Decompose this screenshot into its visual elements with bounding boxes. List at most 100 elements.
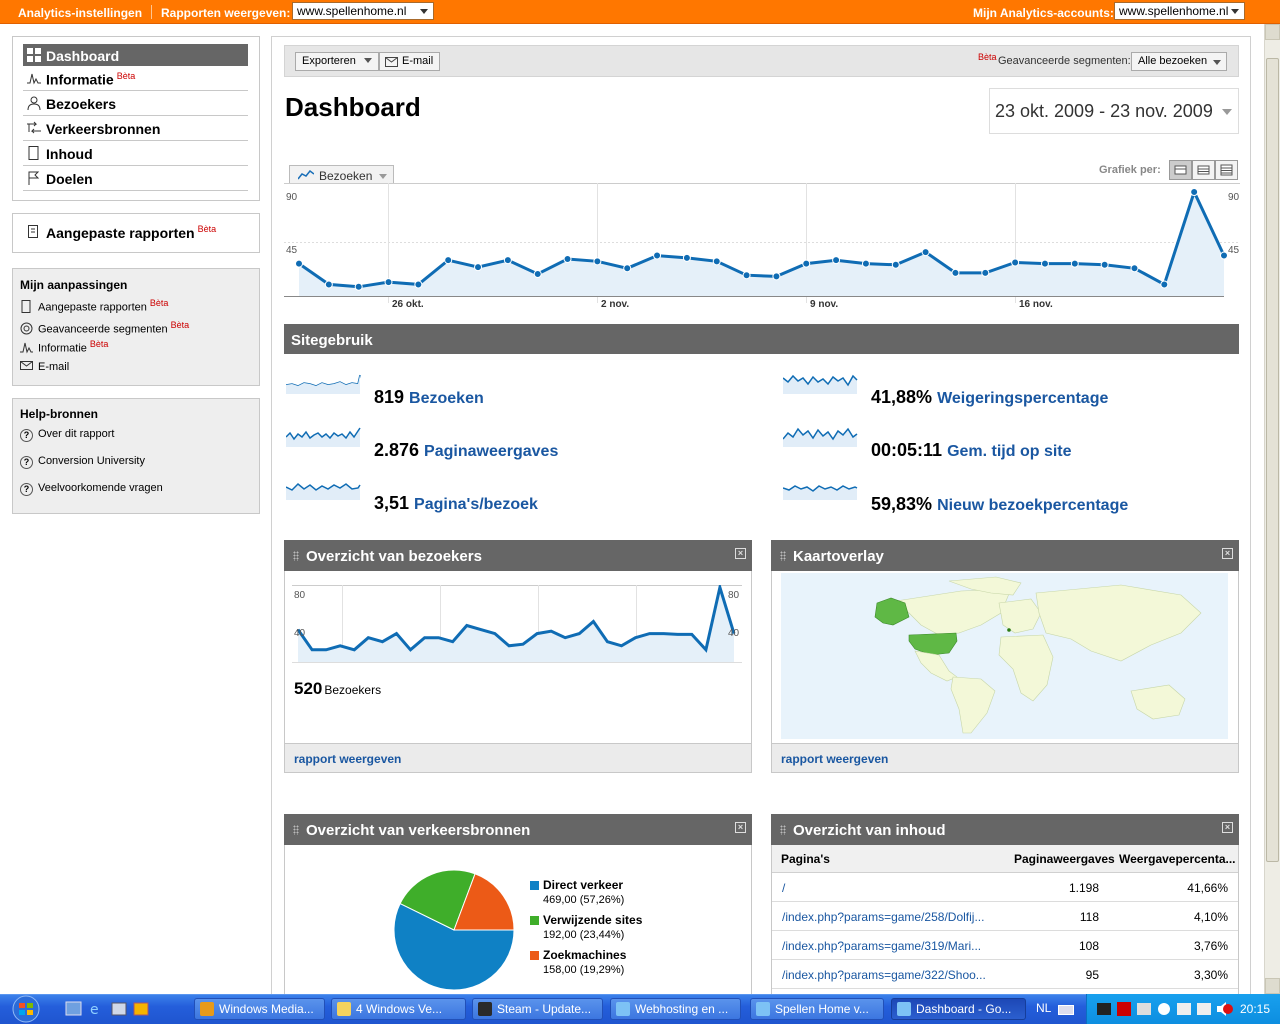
- sparkline-pages-per-visit: [286, 482, 361, 500]
- metric-avg-time[interactable]: 00:05:11 Gem. tijd op site: [871, 440, 1072, 460]
- explorer-icon[interactable]: [111, 1002, 127, 1016]
- visitors-overview-header[interactable]: Overzicht van bezoekers ×: [284, 540, 752, 571]
- y-tick-max: 80: [294, 590, 306, 601]
- drag-handle-icon[interactable]: [293, 825, 299, 835]
- custom-reports-box: [12, 213, 260, 253]
- email-item[interactable]: E-mail: [20, 359, 69, 373]
- informatie-item[interactable]: Informatie Bèta: [20, 339, 108, 355]
- drag-handle-icon[interactable]: [293, 551, 299, 561]
- column-header[interactable]: Paginaweergaves: [1014, 852, 1115, 866]
- pageviews-value: 118: [1079, 910, 1099, 924]
- map-south-america: [950, 676, 996, 734]
- graph-per-week-button[interactable]: [1192, 160, 1215, 180]
- page-link[interactable]: /: [782, 881, 786, 895]
- close-icon[interactable]: ×: [735, 822, 746, 833]
- taskbar-window-folder[interactable]: 4 Windows Ve...: [331, 998, 466, 1020]
- network-tray-icon[interactable]: [1137, 1003, 1151, 1015]
- beta-badge: Bèta: [978, 52, 997, 62]
- sidebar-item-verkeersbronnen[interactable]: Verkeersbronnen: [23, 117, 248, 141]
- metric-bounce-rate[interactable]: 41,88% Weigeringspercentage: [871, 387, 1109, 407]
- taskbar-window-spellen-home[interactable]: Spellen Home v...: [750, 998, 884, 1020]
- report-icon: [21, 299, 31, 313]
- sidebar-item-bezoekers[interactable]: Bezoekers: [23, 92, 248, 116]
- traffic-sources-header[interactable]: Overzicht van verkeersbronnen ×: [284, 814, 752, 845]
- visitors-report-link[interactable]: rapport weergeven: [294, 752, 402, 766]
- visitors-count: 520 Bezoekers: [294, 679, 382, 698]
- graph-per-day-button[interactable]: [1169, 160, 1192, 180]
- content-overview-header[interactable]: Overzicht van inhoud ×: [771, 814, 1239, 845]
- beta-badge: Bèta: [116, 71, 136, 81]
- column-header[interactable]: Weergavepercenta...: [1119, 852, 1236, 866]
- close-icon[interactable]: ×: [735, 548, 746, 559]
- scroll-up-button[interactable]: [1265, 24, 1280, 40]
- metric-new-visits[interactable]: 59,83% Nieuw bezoekpercentage: [871, 494, 1129, 514]
- sidebar-item-dashboard[interactable]: Dashboard: [23, 44, 248, 66]
- map-report-link[interactable]: rapport weergeven: [781, 752, 889, 766]
- acrobat-tray-icon[interactable]: [1117, 1002, 1131, 1016]
- week-icon: [1197, 165, 1210, 175]
- volume-icon[interactable]: [1217, 1002, 1226, 1016]
- metric-pageviews[interactable]: 2.876 Paginaweergaves: [374, 440, 559, 460]
- help-icon: ?: [20, 429, 33, 442]
- export-button[interactable]: Exporteren: [295, 52, 379, 71]
- visitors-series-line: [296, 585, 736, 653]
- chevron-down-icon: [1213, 60, 1221, 65]
- date-range-picker[interactable]: 23 okt. 2009 - 23 nov. 2009: [989, 88, 1239, 134]
- sidebar-item-inhoud[interactable]: Inhoud: [23, 142, 248, 166]
- sparkline-icon: [20, 342, 33, 354]
- help-item-conversion-university[interactable]: ? Conversion University: [20, 455, 145, 469]
- steam-tray-icon[interactable]: [1097, 1003, 1111, 1015]
- map-greenland: [948, 576, 1022, 596]
- start-button[interactable]: [0, 994, 52, 1024]
- pageviews-value: 1.198: [1068, 881, 1099, 895]
- world-map[interactable]: [781, 573, 1228, 739]
- help-item-about-report[interactable]: ? Over dit rapport: [20, 428, 114, 442]
- monitor-tray-icon[interactable]: [1177, 1003, 1191, 1015]
- segments-select[interactable]: Alle bezoeken: [1131, 52, 1227, 71]
- show-desktop-icon[interactable]: [65, 1001, 82, 1016]
- hardware-tray-icon[interactable]: [1197, 1003, 1211, 1015]
- reports-site-select[interactable]: www.spellenhome.nl: [292, 2, 434, 20]
- metric-visits[interactable]: 819 Bezoeken: [374, 387, 484, 407]
- analytics-settings-link[interactable]: Analytics-instellingen: [18, 6, 143, 20]
- close-icon[interactable]: ×: [1222, 548, 1233, 559]
- update-tray-icon[interactable]: [1158, 1003, 1170, 1015]
- metric-selector-button[interactable]: Bezoeken: [289, 165, 394, 184]
- close-icon[interactable]: ×: [1222, 822, 1233, 833]
- advanced-segments-item[interactable]: Geavanceerde segmenten Bèta: [20, 320, 189, 336]
- visits-chart: 90 45 90 45 26 okt. 2 nov. 9 nov. 16 nov…: [284, 183, 1240, 313]
- map-panel-footer: rapport weergeven: [772, 743, 1238, 772]
- scroll-thumb[interactable]: [1266, 58, 1279, 862]
- custom-reports-item[interactable]: Aangepaste rapporten Bèta: [20, 298, 168, 314]
- legend-swatch: [530, 916, 539, 925]
- graph-per-month-button[interactable]: [1215, 160, 1238, 180]
- media-player-icon[interactable]: [133, 1002, 149, 1016]
- accounts-select[interactable]: www.spellenhome.nl: [1114, 2, 1245, 20]
- drag-handle-icon[interactable]: [780, 825, 786, 835]
- help-item-faq[interactable]: ? Veelvoorkomende vragen: [20, 482, 163, 496]
- data-point: [1070, 259, 1079, 268]
- taskbar-window-media[interactable]: Windows Media...: [194, 998, 325, 1020]
- taskbar-window-webhosting[interactable]: Webhosting en ...: [610, 998, 741, 1020]
- custom-reports-link[interactable]: Aangepaste rapporten Bèta: [28, 224, 216, 241]
- metric-pages-per-visit[interactable]: 3,51 Pagina's/bezoek: [374, 493, 538, 513]
- scroll-down-button[interactable]: [1265, 978, 1280, 994]
- x-tick-label: 9 nov.: [810, 299, 838, 310]
- sidebar-item-doelen[interactable]: Doelen: [23, 167, 248, 191]
- map-overlay-header[interactable]: Kaartoverlay ×: [771, 540, 1239, 571]
- page-link[interactable]: /index.php?params=game/322/Shoo...: [782, 968, 986, 982]
- taskbar-window-dashboard[interactable]: Dashboard - Go...: [891, 998, 1026, 1020]
- sidebar-item-informatie[interactable]: Informatie Bèta: [23, 67, 248, 91]
- page-link[interactable]: /index.php?params=game/258/Dolfij...: [782, 910, 985, 924]
- ie-icon[interactable]: e: [90, 1002, 99, 1017]
- column-header[interactable]: Pagina's: [781, 852, 830, 866]
- taskbar-window-steam[interactable]: Steam - Update...: [472, 998, 603, 1020]
- email-button[interactable]: E-mail: [379, 52, 441, 71]
- drag-handle-icon[interactable]: [780, 551, 786, 561]
- keyboard-icon[interactable]: [1058, 1003, 1074, 1016]
- security-tray-icon[interactable]: [1223, 1004, 1233, 1014]
- page-link[interactable]: /index.php?params=game/319/Mari...: [782, 939, 982, 953]
- data-point: [1160, 280, 1169, 289]
- language-indicator[interactable]: NL: [1036, 1001, 1052, 1015]
- pageviews-value: 95: [1085, 968, 1099, 982]
